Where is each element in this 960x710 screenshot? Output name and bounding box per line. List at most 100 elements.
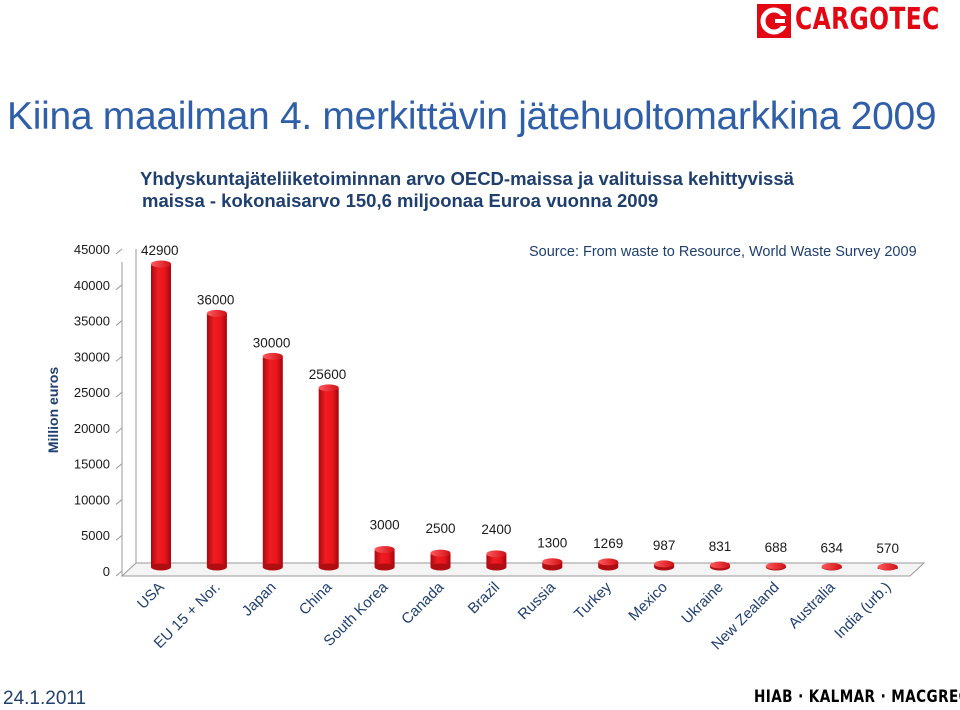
data-labels: 42900 36000 30000 25600 3000 2500 2400 1300 1269…	[141, 243, 899, 556]
bar-cap	[765, 562, 786, 570]
subtitle-line-2: maissa - kokonaisarvo 150,6 miljoonaa Eu…	[142, 190, 659, 211]
y-tick-mark	[115, 284, 123, 291]
x-tick-label: Brazil	[465, 579, 504, 618]
bar-cap	[877, 563, 898, 571]
x-tick-label: Ukraine	[678, 579, 727, 628]
x-tick-label: Canada	[398, 578, 448, 628]
bar-cap	[710, 561, 730, 569]
data-label: 36000	[197, 292, 235, 307]
x-tick-label: India (urb.)	[831, 579, 894, 642]
bar-brazil	[486, 550, 507, 571]
y-tick-label: 0	[103, 564, 110, 579]
bar-cap	[151, 260, 171, 268]
bar-body	[486, 553, 507, 567]
bar-body	[318, 387, 339, 567]
bar-body	[430, 553, 451, 567]
brands-logo: HIAB · KALMAR · MACGREGOR	[754, 687, 960, 707]
bar-base	[598, 563, 619, 571]
y-axis-label: Million euros	[45, 367, 61, 454]
bar-russia	[542, 558, 563, 571]
bar-cap	[486, 550, 507, 558]
y-tick-mark	[115, 320, 123, 326]
slide-date: 24.1.2011	[3, 688, 87, 709]
y-tick-label: 25000	[74, 385, 110, 400]
cargotec-wordmark: CARGOTEC	[795, 2, 940, 37]
y-tick-label: 30000	[74, 349, 110, 364]
bar-new-zealand	[765, 562, 786, 571]
data-label: 831	[709, 539, 732, 554]
data-label: 3000	[370, 518, 400, 533]
y-tick-label: 40000	[74, 278, 110, 293]
x-tick-label: Japan	[239, 579, 280, 620]
data-label: 688	[765, 540, 788, 555]
bar-base	[486, 563, 507, 571]
bars	[151, 260, 898, 571]
floor-plane	[120, 562, 926, 577]
y-axis: 0 5000 10000 15000 20000 25000 30000 35000 40000…	[74, 242, 123, 579]
x-tick-label: Australia	[785, 578, 839, 632]
x-tick-label: Turkey	[571, 578, 615, 622]
bar-cap	[374, 546, 395, 554]
cargotec-emblem-icon	[757, 4, 791, 38]
bar-base	[151, 563, 171, 571]
chart-subtitle: Yhdyskuntajäteliiketoiminnan arvo OECD-m…	[140, 168, 860, 212]
bar-cap	[821, 562, 842, 570]
bar-body	[206, 313, 227, 567]
bar-south-korea	[374, 546, 395, 571]
y-tick-label: 10000	[74, 492, 110, 507]
data-label: 570	[876, 541, 899, 556]
subtitle-line-1: Yhdyskuntajäteliiketoiminnan arvo OECD-m…	[140, 168, 794, 189]
bar-base	[262, 563, 283, 571]
bar-canada	[430, 549, 451, 571]
bar-china	[318, 384, 339, 571]
x-tick-label: China	[296, 578, 336, 618]
y-tick-mark	[115, 355, 123, 362]
bar-japan	[262, 352, 283, 571]
bar-australia	[821, 562, 842, 571]
bar-body	[151, 264, 171, 567]
bar-base	[318, 563, 339, 571]
y-tick-label: 20000	[74, 421, 110, 436]
data-label: 1300	[537, 536, 567, 551]
bar-india-urb-	[877, 563, 898, 571]
y-tick-mark	[115, 427, 123, 434]
data-label: 987	[653, 538, 676, 553]
source-note: Source: From waste to Resource, World Wa…	[529, 244, 917, 260]
data-label: 30000	[253, 335, 291, 350]
y-tick-mark	[115, 499, 123, 505]
y-tick-label: 15000	[74, 457, 110, 472]
y-tick-label: 45000	[74, 242, 110, 257]
x-tick-label: Russia	[515, 578, 560, 623]
data-label: 2400	[481, 522, 511, 537]
bar-body	[262, 356, 283, 567]
y-tick-mark	[115, 248, 123, 255]
bar-usa	[151, 260, 171, 571]
bar-cap	[654, 560, 675, 568]
bar-eu-15-nor-	[206, 309, 227, 571]
bar-cap	[262, 352, 283, 360]
y-tick-mark	[115, 463, 123, 470]
data-label: 2500	[425, 521, 455, 536]
bar-base	[542, 563, 563, 571]
bar-mexico	[654, 560, 675, 571]
bar-base	[374, 563, 395, 571]
bar-base	[206, 563, 227, 571]
bar-base	[430, 563, 451, 571]
data-label: 42900	[141, 243, 179, 258]
y-tick-label: 35000	[74, 314, 110, 329]
bar-body	[374, 549, 395, 567]
x-tick-label: USA	[134, 579, 168, 613]
bar-cap	[598, 558, 619, 566]
bar-cap	[430, 549, 451, 557]
data-label: 634	[821, 540, 844, 555]
bar-turkey	[598, 558, 619, 571]
bar-cap	[206, 309, 227, 317]
y-tick-mark	[115, 391, 123, 398]
bar-ukraine	[710, 561, 730, 571]
data-label: 25600	[309, 367, 347, 382]
x-tick-label: Mexico	[625, 579, 671, 625]
y-tick-mark	[115, 570, 123, 577]
bar-cap	[542, 558, 563, 566]
